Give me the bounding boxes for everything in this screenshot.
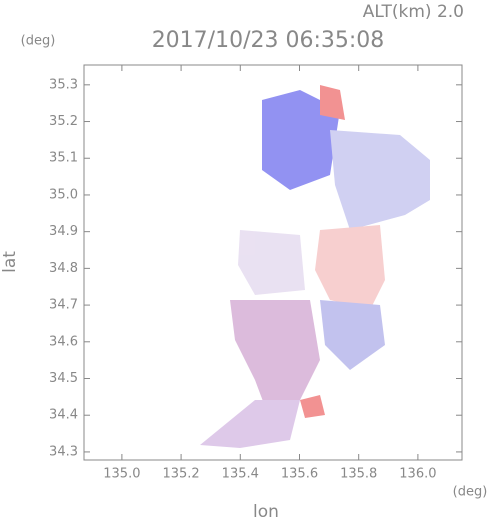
y-unit: (deg): [21, 34, 56, 49]
plot-frame: [83, 64, 463, 461]
y-tick-label: 34.6: [49, 334, 78, 349]
chart-title: 2017/10/23 06:35:08: [152, 28, 385, 53]
y-axis-label: lat: [0, 251, 20, 273]
y-tick-label: 34.8: [49, 261, 78, 276]
y-tick-label: 35.0: [49, 187, 78, 202]
x-tick-label: 135.6: [281, 467, 318, 482]
echo: [230, 300, 320, 420]
echo: [320, 85, 345, 120]
x-tick-label: 135.4: [222, 467, 259, 482]
y-tick-label: 35.2: [49, 114, 78, 129]
y-tick-label: 35.3: [49, 77, 78, 92]
x-tick-label: 136.0: [399, 467, 436, 482]
y-tick-label: 34.5: [49, 371, 78, 386]
echo: [315, 225, 385, 310]
x-tick-label: 135.0: [103, 467, 140, 482]
echo: [200, 400, 300, 448]
y-tick-label: 34.9: [49, 224, 78, 239]
x-tick-label: 135.8: [340, 467, 377, 482]
x-axis-label: lon: [253, 502, 279, 521]
echoes: [200, 85, 430, 448]
x-unit: (deg): [453, 485, 488, 500]
echo: [300, 395, 325, 418]
echo: [330, 130, 430, 230]
y-tick-label: 34.4: [49, 408, 78, 423]
echo: [238, 230, 305, 295]
x-tick-label: 135.2: [162, 467, 199, 482]
y-tick-label: 35.1: [49, 151, 78, 166]
y-tick-label: 34.3: [49, 444, 78, 459]
echo: [320, 300, 385, 370]
y-tick-label: 34.7: [49, 298, 78, 313]
altitude-label: ALT(km) 2.0: [363, 2, 464, 22]
